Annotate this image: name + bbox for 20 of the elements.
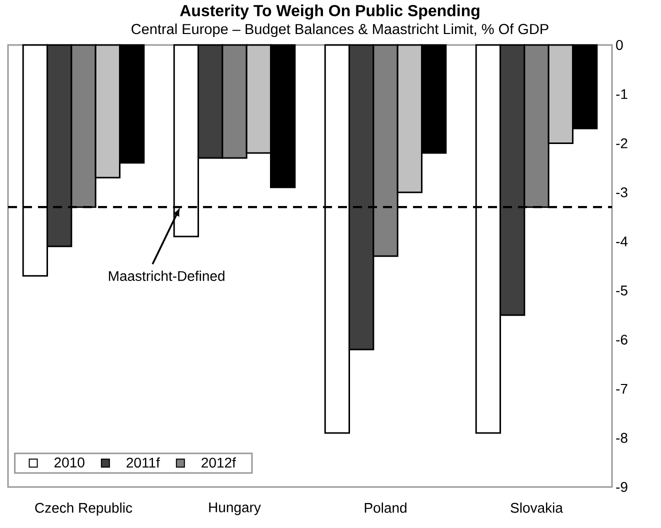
x-tick-label: Slovakia bbox=[510, 502, 563, 513]
y-tick-label: -8 bbox=[616, 432, 628, 443]
chart-subtitle: Central Europe – Budget Balances & Maastricht Limit, % Of GDP bbox=[132, 24, 548, 38]
x-tick-label: Czech Republic bbox=[35, 502, 132, 516]
legend-label: 2012f bbox=[202, 457, 236, 468]
y-tick-label: -2 bbox=[616, 138, 628, 148]
y-tick-label: -3 bbox=[616, 187, 628, 198]
y-tick-label: -6 bbox=[616, 334, 628, 345]
ref-line-label: Maastricht-Defined bbox=[108, 270, 224, 281]
y-tick-label: -1 bbox=[616, 89, 628, 99]
x-tick-label: Hungary bbox=[209, 502, 261, 516]
y-tick-label: -9 bbox=[616, 482, 628, 492]
y-tick-label: -7 bbox=[616, 384, 628, 394]
y-tick-label: -4 bbox=[616, 236, 628, 246]
chart-title: Austerity To Weigh On Public Spending bbox=[180, 4, 480, 20]
legend-label: 2010 bbox=[54, 458, 84, 468]
x-tick-label: Poland bbox=[364, 502, 406, 513]
y-tick-label: -5 bbox=[616, 286, 628, 296]
y-tick-label: 0 bbox=[616, 40, 623, 50]
legend-label: 2011f bbox=[126, 457, 160, 468]
